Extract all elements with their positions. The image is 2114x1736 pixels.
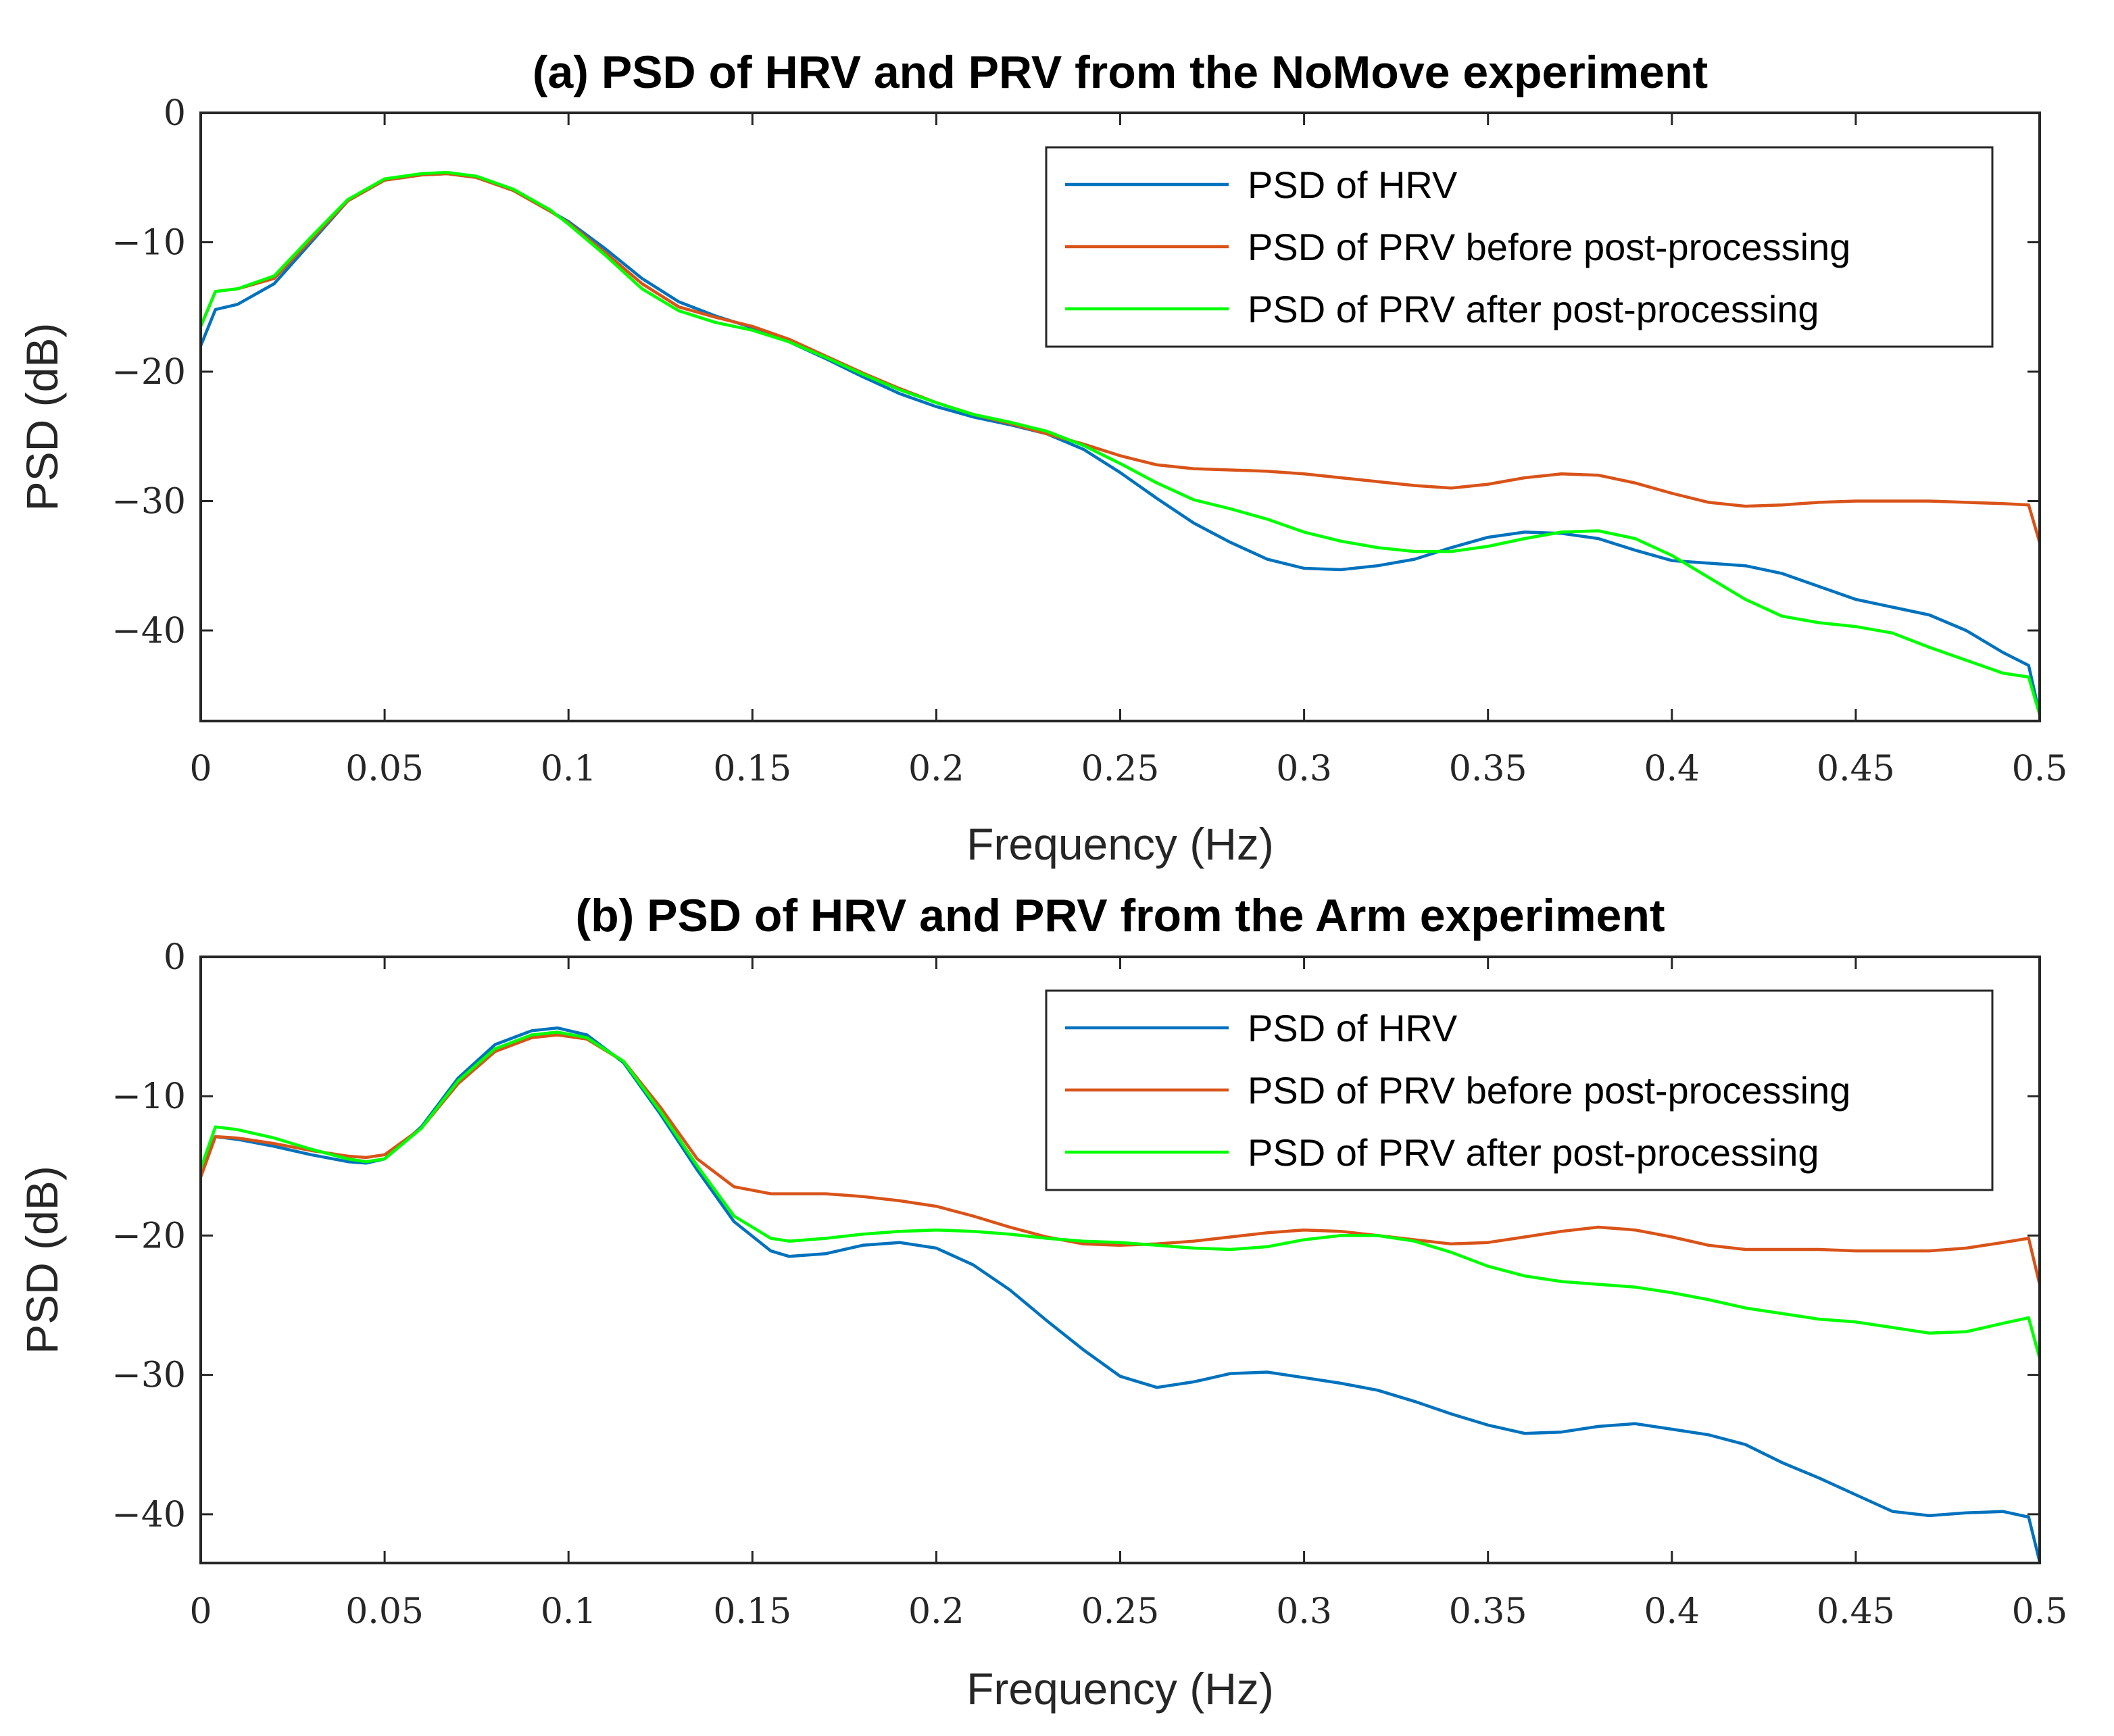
panel-a-series-line-3 — [201, 170, 2040, 716]
panel-b-x-tick-label: 0.05 — [345, 1591, 424, 1632]
panel-b-x-tick-label: 0.2 — [908, 1591, 964, 1632]
panel-a-x-tick-label: 0.15 — [713, 749, 791, 789]
chart-panel-b: 0 0.05 0.1 0.15 0.2 0.25 0.3 0.35 0.4 0.45 0.5 0 −10… — [17, 890, 2067, 1714]
panel-b-y-axis-label: PSD (dB) — [17, 1166, 67, 1354]
panel-b-x-tick-label: 0.35 — [1449, 1591, 1527, 1632]
panel-b-x-tick-label: 0.15 — [713, 1591, 791, 1632]
panel-a-x-tick-label: 0.3 — [1276, 749, 1332, 789]
panel-b-x-tick-label: 0.4 — [1644, 1591, 1700, 1632]
panel-b-legend-label-1: PSD of HRV — [1248, 1007, 1458, 1049]
panel-b-series-line-2 — [201, 1033, 2040, 1286]
panel-a-y-tick-label: −10 — [112, 222, 186, 263]
panel-b-y-tick-label: 0 — [164, 937, 186, 978]
panel-b-legend-label-3: PSD of PRV after post-processing — [1248, 1131, 1819, 1174]
panel-a-x-tick-label: 0.2 — [908, 749, 964, 789]
panel-a-y-tick-label: −20 — [112, 352, 186, 393]
panel-a-series-group — [201, 170, 2040, 716]
panel-b-series-line-1 — [201, 1026, 2040, 1563]
panel-b-x-tick-label: 0.1 — [541, 1591, 597, 1632]
panel-a-y-tick-label: 0 — [164, 93, 186, 134]
panel-b-x-tick-label: 0.25 — [1081, 1591, 1160, 1632]
panel-a-x-tick-label: 0.1 — [541, 749, 597, 789]
panel-b-y-tick-label: −30 — [112, 1356, 186, 1396]
panel-a-x-tick-label: 0.4 — [1644, 749, 1700, 789]
panel-b-legend-label-2: PSD of PRV before post-processing — [1248, 1069, 1850, 1112]
panel-a-x-axis-label: Frequency (Hz) — [966, 819, 1274, 869]
panel-b-x-tick-label: 0.5 — [2012, 1591, 2068, 1632]
panel-b-x-axis-label: Frequency (Hz) — [966, 1664, 1274, 1714]
panel-b-x-tick-label: 0 — [189, 1591, 212, 1632]
panel-b-x-tick-label: 0.3 — [1276, 1591, 1332, 1632]
panel-a-title: (a) PSD of HRV and PRV from the NoMove e… — [533, 47, 1708, 98]
panel-a-y-axis-label: PSD (dB) — [17, 323, 67, 512]
chart-panel-a: 0 0.05 0.1 0.15 0.2 0.25 0.3 0.35 0.4 0.45 0.5 0 −10… — [17, 47, 2067, 869]
panel-a-legend-label-1: PSD of HRV — [1248, 164, 1458, 206]
panel-a-y-tick-label: −30 — [112, 481, 186, 522]
panel-a-legend-label-3: PSD of PRV after post-processing — [1248, 288, 1819, 330]
panel-b-y-tick-label: −40 — [112, 1495, 186, 1535]
panel-b-y-tick-label: −20 — [112, 1216, 186, 1256]
panel-b-series-group — [201, 1026, 2040, 1563]
panel-a-x-tick-label: 0.35 — [1449, 749, 1527, 789]
panel-b-title: (b) PSD of HRV and PRV from the Arm expe… — [575, 890, 1665, 941]
panel-a-legend: PSD of HRV PSD of PRV before post-process… — [1045, 146, 1994, 348]
panel-a-x-tick-label: 0.45 — [1817, 749, 1895, 789]
panel-a-legend-label-2: PSD of PRV before post-processing — [1248, 226, 1850, 268]
panel-b-y-tick-label: −10 — [112, 1076, 186, 1117]
panel-a-y-tick-label: −40 — [112, 611, 186, 651]
panel-a-x-tick-label: 0.5 — [2012, 749, 2068, 789]
panel-a-x-tick-label: 0.05 — [345, 749, 424, 789]
panel-b-legend: PSD of HRV PSD of PRV before post-process… — [1045, 989, 1994, 1191]
panel-b-x-tick-label: 0.45 — [1817, 1591, 1895, 1632]
panel-a-x-tick-label: 0 — [189, 749, 212, 789]
panel-a-x-tick-label: 0.25 — [1081, 749, 1160, 789]
panel-b-series-line-3 — [201, 1031, 2040, 1360]
